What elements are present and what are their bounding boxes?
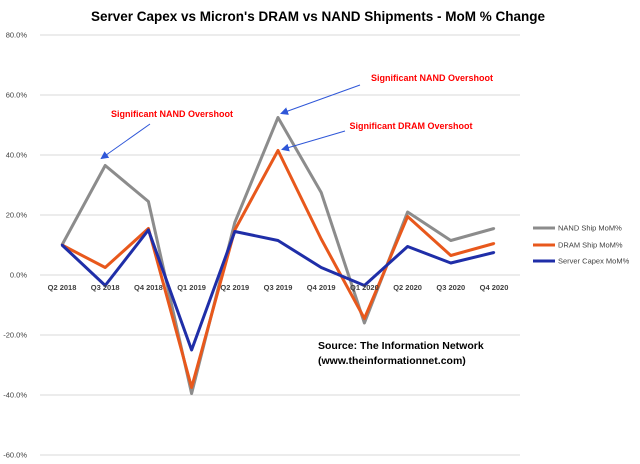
x-tick-label: Q4 2020 <box>480 283 509 292</box>
data-point <box>190 348 193 352</box>
data-point <box>320 191 323 194</box>
data-point <box>492 242 496 245</box>
data-point <box>492 251 496 254</box>
x-tick-label: Q2 2019 <box>220 283 249 292</box>
data-point <box>449 239 452 242</box>
series-lines <box>60 116 496 395</box>
y-tick-label: 80.0% <box>6 31 28 40</box>
data-point <box>147 228 150 232</box>
x-tick-label: Q1 2019 <box>177 283 206 292</box>
data-point <box>104 164 107 167</box>
source-note: Source: The Information Network (www.thei… <box>318 340 484 367</box>
annotation-arrow <box>281 130 346 152</box>
y-tick-label: -20.0% <box>3 331 27 340</box>
annotation-label: Significant NAND Overshoot <box>111 109 233 119</box>
legend: NAND Ship MoM% DRAM Ship MoM% Server Capex… <box>533 224 630 266</box>
legend-label: DRAM Ship MoM% <box>558 241 623 250</box>
y-tick-label: -40.0% <box>3 391 27 400</box>
x-tick-label: Q3 2019 <box>264 283 293 292</box>
data-point <box>363 321 366 325</box>
legend-label: Server Capex MoM% <box>558 257 630 266</box>
data-point <box>276 149 280 152</box>
y-tick-label: 40.0% <box>6 151 28 160</box>
legend-label: NAND Ship MoM% <box>558 224 622 233</box>
data-point <box>104 284 107 287</box>
data-point <box>449 261 452 265</box>
y-axis-ticks: -60.0% -40.0% -20.0% 0.0% 20.0% 40.0% 60.0% 80.… <box>3 31 27 460</box>
annotation-label: Significant DRAM Overshoot <box>349 121 472 131</box>
y-tick-label: -60.0% <box>3 451 27 460</box>
x-tick-label: Q4 2019 <box>307 283 336 292</box>
data-point <box>233 230 236 233</box>
x-tick-label: Q3 2020 <box>436 283 465 292</box>
data-point <box>406 245 409 248</box>
x-tick-label: Q1 2020 <box>350 283 379 292</box>
data-point <box>233 221 236 224</box>
data-point <box>104 266 107 269</box>
x-tick-label: Q2 2018 <box>48 283 77 292</box>
annotation-label: Significant NAND Overshoot <box>371 73 493 83</box>
gridlines <box>40 34 520 456</box>
data-point <box>276 116 280 119</box>
y-tick-label: 0.0% <box>10 271 27 280</box>
annotation-arrow <box>100 123 151 160</box>
data-point <box>406 215 409 218</box>
data-point <box>492 227 496 230</box>
data-point <box>449 254 452 257</box>
x-tick-label: Q3 2018 <box>91 283 120 292</box>
annotation-arrow <box>280 84 361 115</box>
data-point <box>147 200 150 203</box>
data-point <box>363 317 366 320</box>
x-axis-ticks: Q2 2018 Q3 2018 Q4 2018 Q1 2019 Q2 2019 Q3 20… <box>48 283 509 292</box>
x-tick-label: Q4 2018 <box>134 283 163 292</box>
source-text: Source: The Information Network <box>318 340 484 352</box>
x-tick-label: Q2 2020 <box>393 283 422 292</box>
data-point <box>276 239 280 242</box>
y-tick-label: 60.0% <box>6 91 28 100</box>
data-point <box>320 266 323 269</box>
annotations: Significant NAND Overshoot Significant NA… <box>100 73 493 160</box>
source-text: (www.theinformationnet.com) <box>318 355 466 367</box>
data-point <box>60 243 64 247</box>
y-tick-label: 20.0% <box>6 211 28 220</box>
data-point <box>406 210 409 214</box>
data-point <box>190 386 193 389</box>
data-point <box>363 284 366 287</box>
data-point <box>320 237 323 241</box>
chart-title: Server Capex vs Micron's DRAM vs NAND Sh… <box>91 9 546 24</box>
data-point <box>190 392 193 395</box>
